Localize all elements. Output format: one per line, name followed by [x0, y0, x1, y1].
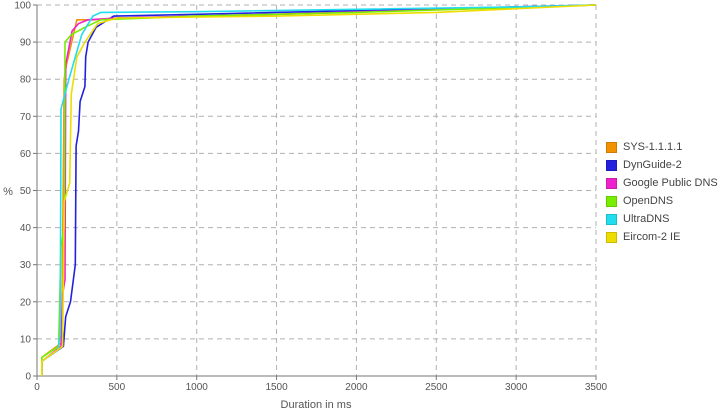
y-tick-label: 100 — [14, 1, 31, 12]
y-tick-label: 90 — [20, 38, 32, 49]
y-tick-label: 80 — [20, 75, 32, 86]
legend-label: DynGuide-2 — [623, 159, 682, 171]
legend-item: DynGuide-2 — [606, 156, 718, 174]
x-tick-label: 3000 — [505, 382, 528, 393]
y-tick-label: 70 — [20, 112, 32, 123]
legend-item: Google Public DNS — [606, 174, 718, 192]
y-axis-title: % — [3, 186, 13, 198]
x-tick-label: 0 — [34, 382, 40, 393]
legend-swatch — [606, 231, 617, 243]
legend-swatch — [606, 213, 617, 225]
legend-item: UltraDNS — [606, 210, 718, 228]
x-tick-label: 3500 — [585, 382, 608, 393]
x-tick-labels: 0 500 1000 1500 2000 2500 3000 3500 — [34, 376, 608, 393]
legend-label: UltraDNS — [623, 213, 670, 225]
y-tick-label: 60 — [20, 149, 32, 160]
series-layer — [40, 4, 597, 376]
x-tick-label: 1000 — [186, 382, 209, 393]
series-line — [40, 4, 597, 376]
legend-label: OpenDNS — [623, 195, 674, 207]
series-line — [40, 4, 597, 376]
x-tick-label: 2500 — [425, 382, 448, 393]
x-axis-title: Duration in ms — [281, 399, 352, 411]
y-tick-labels: 0 10 20 30 40 50 60 70 80 90 100 — [14, 1, 37, 383]
y-tick-label: 10 — [20, 334, 32, 345]
legend: SYS-1.1.1.1 DynGuide-2 Google Public DNS Op… — [606, 138, 718, 246]
legend-swatch — [606, 159, 617, 171]
y-tick-label: 20 — [20, 297, 32, 308]
x-tick-label: 2000 — [345, 382, 368, 393]
legend-label: Eircom-2 IE — [623, 231, 681, 243]
legend-item: SYS-1.1.1.1 — [606, 138, 718, 156]
y-tick-label: 50 — [20, 186, 32, 197]
series-line — [40, 4, 597, 376]
legend-swatch — [606, 195, 617, 207]
legend-label: SYS-1.1.1.1 — [623, 141, 683, 153]
x-tick-label: 500 — [109, 382, 126, 393]
legend-swatch — [606, 141, 617, 153]
legend-item: OpenDNS — [606, 192, 718, 210]
y-tick-label: 40 — [20, 223, 32, 234]
y-tick-label: 0 — [25, 372, 31, 383]
legend-item: Eircom-2 IE — [606, 228, 718, 246]
legend-swatch — [606, 177, 617, 189]
legend-label: Google Public DNS — [623, 177, 718, 189]
grid-lines — [37, 4, 597, 376]
y-tick-label: 30 — [20, 260, 32, 271]
x-tick-label: 1500 — [265, 382, 288, 393]
